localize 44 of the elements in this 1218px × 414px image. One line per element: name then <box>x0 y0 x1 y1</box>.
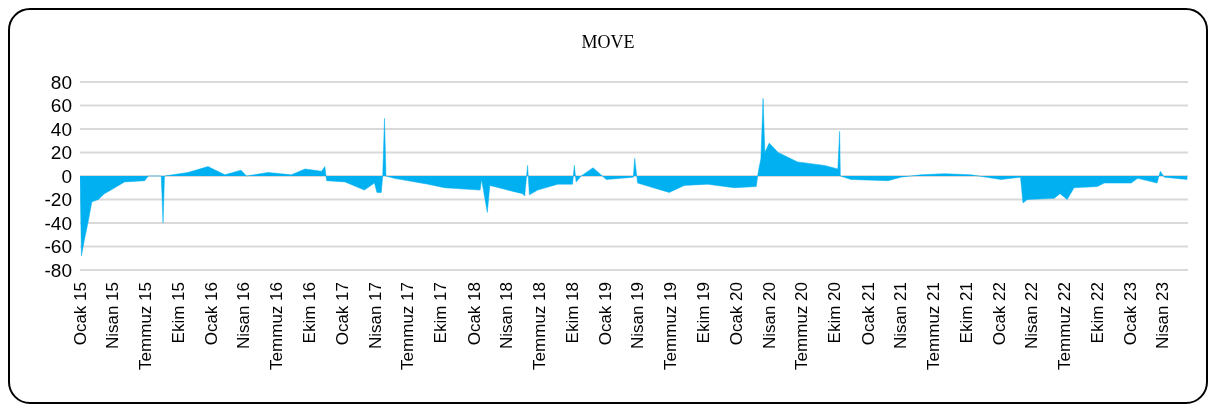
y-tick-label: -80 <box>44 259 72 281</box>
y-tick-label: -60 <box>44 236 72 258</box>
x-tick-label: Ocak 21 <box>858 282 878 346</box>
x-tick-label: Ocak 16 <box>201 282 221 346</box>
x-tick-label: Ocak 20 <box>726 282 746 346</box>
x-tick-label: Temmuz 22 <box>1054 282 1074 370</box>
x-tick-label: Nisan 20 <box>759 282 779 350</box>
x-tick-label: Temmuz 17 <box>398 282 418 370</box>
x-tick-label: Ekim 20 <box>825 282 845 344</box>
x-tick-label: Nisan 23 <box>1153 282 1173 350</box>
y-tick-label: 40 <box>50 118 72 140</box>
x-tick-label: Nisan 17 <box>365 282 385 350</box>
y-tick-label: 80 <box>50 71 72 93</box>
x-tick-label: Temmuz 21 <box>923 282 943 370</box>
x-tick-label: Temmuz 20 <box>792 282 812 370</box>
y-tick-label: 60 <box>50 95 72 117</box>
x-tick-label: Ekim 19 <box>693 282 713 344</box>
x-tick-label: Temmuz 19 <box>660 282 680 370</box>
x-tick-label: Nisan 22 <box>1022 282 1042 350</box>
x-tick-label: Ekim 21 <box>956 282 976 344</box>
y-tick-label: 0 <box>61 165 72 187</box>
x-tick-label: Nisan 15 <box>102 282 122 350</box>
x-tick-label: Ekim 15 <box>168 282 188 344</box>
x-tick-label: Temmuz 18 <box>529 282 549 370</box>
y-tick-label: -20 <box>44 189 72 211</box>
x-tick-label: Ocak 18 <box>464 282 484 346</box>
x-tick-label: Nisan 18 <box>496 282 516 350</box>
x-tick-label: Temmuz 16 <box>267 282 287 370</box>
y-tick-label: 20 <box>50 142 72 164</box>
x-tick-label: Nisan 19 <box>628 282 648 350</box>
y-tick-label: -40 <box>44 212 72 234</box>
x-tick-label: Ocak 19 <box>595 282 615 346</box>
x-tick-label: Ocak 15 <box>70 282 90 346</box>
x-tick-label: Ocak 22 <box>989 282 1009 346</box>
x-tick-label: Ocak 17 <box>333 282 353 346</box>
x-tick-label: Nisan 16 <box>234 282 254 350</box>
x-tick-label: Ekim 16 <box>300 282 320 344</box>
chart-title: MOVE <box>580 32 636 53</box>
x-tick-label: Ekim 17 <box>431 282 451 344</box>
x-tick-label: Temmuz 15 <box>135 282 155 370</box>
x-tick-label: Ocak 23 <box>1120 282 1140 346</box>
x-tick-label: Nisan 21 <box>890 282 910 350</box>
x-tick-label: Ekim 18 <box>562 282 582 344</box>
x-tick-label: Ekim 22 <box>1087 282 1107 344</box>
